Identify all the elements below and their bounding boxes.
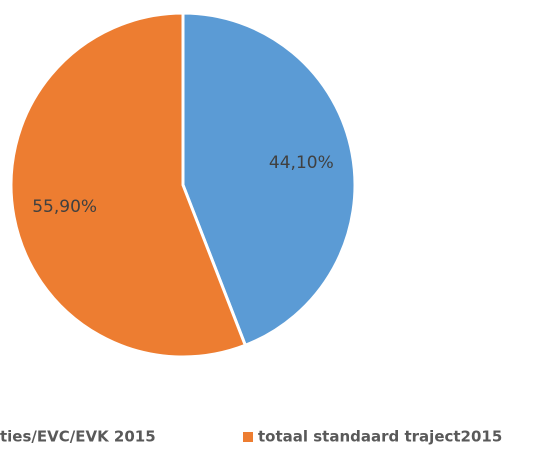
- pie-slice: [9, 11, 248, 359]
- legend-label: totaal standaard traject2015: [258, 428, 502, 446]
- pie-slice: [181, 11, 357, 348]
- data-label: 55,90%: [32, 197, 97, 217]
- legend-label: ties/EVC/EVK 2015: [0, 428, 156, 446]
- data-label: 44,10%: [269, 153, 334, 173]
- legend-marker: [243, 432, 253, 442]
